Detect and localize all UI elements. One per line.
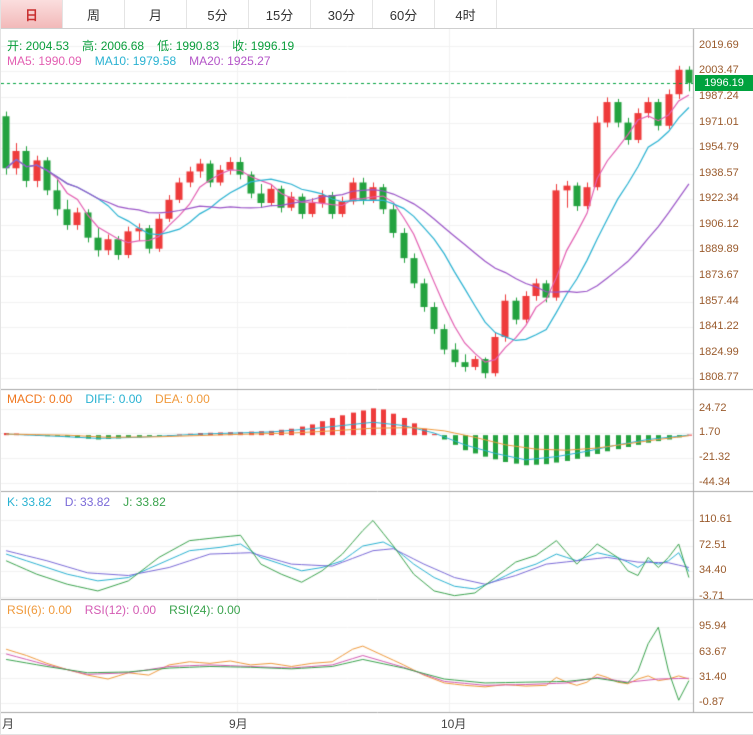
- tab-month[interactable]: 月: [125, 0, 187, 28]
- ma-value: MA20: 1925.27: [189, 54, 271, 68]
- tab-30min[interactable]: 30分: [311, 0, 373, 28]
- ohlc-value: 高: 2006.68: [82, 39, 145, 53]
- price-axis-tick: 2003.47: [699, 64, 739, 77]
- macd-value: DEA: 0.00: [155, 392, 210, 406]
- rsi-legend: RSI(6): 0.00 RSI(12): 0.00 RSI(24): 0.00: [7, 603, 253, 617]
- ohlc-value: 开: 2004.53: [7, 39, 70, 53]
- kdj-value: J: 33.82: [123, 495, 166, 509]
- price-axis-tick: 1889.89: [699, 243, 739, 256]
- macd-axis-tick: -44.34: [699, 475, 731, 488]
- kdj-value: D: 33.82: [64, 495, 111, 509]
- kdj-axis-tick: -3.71: [699, 589, 725, 602]
- kdj-axis-tick: 110.61: [699, 513, 732, 526]
- price-axis-tick: 1971.01: [699, 115, 739, 128]
- tab-day[interactable]: 日: [1, 0, 63, 28]
- tab-week[interactable]: 周: [63, 0, 125, 28]
- macd-axis-tick: -21.32: [699, 451, 731, 464]
- current-price-badge: 1996.19: [695, 74, 753, 91]
- x-axis-label: 10月: [441, 717, 467, 731]
- price-axis-tick: 1824.99: [699, 345, 739, 358]
- price-axis-tick: 1938.57: [699, 166, 739, 179]
- kdj-value: K: 33.82: [7, 495, 52, 509]
- rsi-value: RSI(6): 0.00: [7, 603, 72, 617]
- rsi-value: RSI(24): 0.00: [169, 603, 241, 617]
- ma-legend: MA5: 1990.09 MA10: 1979.58 MA20: 1925.27: [7, 54, 284, 68]
- price-axis-tick: 1987.24: [699, 89, 739, 102]
- ohlc-legend: 开: 2004.53 高: 2006.68 低: 1990.83 收: 1996.19: [7, 37, 307, 54]
- kdj-axis-tick: 72.51: [699, 538, 727, 551]
- macd-value: DIFF: 0.00: [85, 392, 143, 406]
- price-axis-tick: 1922.34: [699, 192, 739, 205]
- price-axis-tick: 2019.69: [699, 38, 739, 51]
- ohlc-value: 收: 1996.19: [232, 39, 295, 53]
- tab-5min[interactable]: 5分: [187, 0, 249, 28]
- x-axis-label: 月: [2, 717, 15, 731]
- tab-15min[interactable]: 15分: [249, 0, 311, 28]
- macd-axis-tick: 24.72: [699, 401, 727, 414]
- macd-legend: MACD: 0.00 DIFF: 0.00 DEA: 0.00: [7, 392, 223, 406]
- timeframe-tabbar: 日周月 5分 15分 30分 60分 4时: [1, 0, 753, 29]
- rsi-axis-tick: -0.87: [699, 696, 725, 709]
- kdj-axis-tick: 34.40: [699, 564, 727, 577]
- rsi-axis-tick: 63.67: [699, 645, 727, 658]
- rsi-axis-tick: 95.94: [699, 620, 727, 633]
- ohlc-value: 低: 1990.83: [157, 39, 220, 53]
- tab-4hour[interactable]: 4时: [435, 0, 497, 28]
- macd-value: MACD: 0.00: [7, 392, 73, 406]
- price-axis-tick: 1808.77: [699, 371, 739, 384]
- x-axis-label: 9月: [229, 717, 248, 731]
- price-axis-tick: 1954.79: [699, 141, 739, 154]
- ma-value: MA5: 1990.09: [7, 54, 82, 68]
- macd-axis-tick: 1.70: [699, 426, 721, 439]
- ma-value: MA10: 1979.58: [94, 54, 177, 68]
- kdj-legend: K: 33.82 D: 33.82 J: 33.82: [7, 495, 179, 509]
- price-axis-tick: 1857.44: [699, 294, 739, 307]
- tab-60min[interactable]: 60分: [373, 0, 435, 28]
- rsi-value: RSI(12): 0.00: [84, 603, 157, 617]
- price-axis-tick: 1873.67: [699, 269, 739, 282]
- rsi-axis-tick: 31.40: [699, 670, 727, 683]
- price-axis-tick: 1841.22: [699, 320, 739, 333]
- price-axis-tick: 1906.12: [699, 217, 739, 230]
